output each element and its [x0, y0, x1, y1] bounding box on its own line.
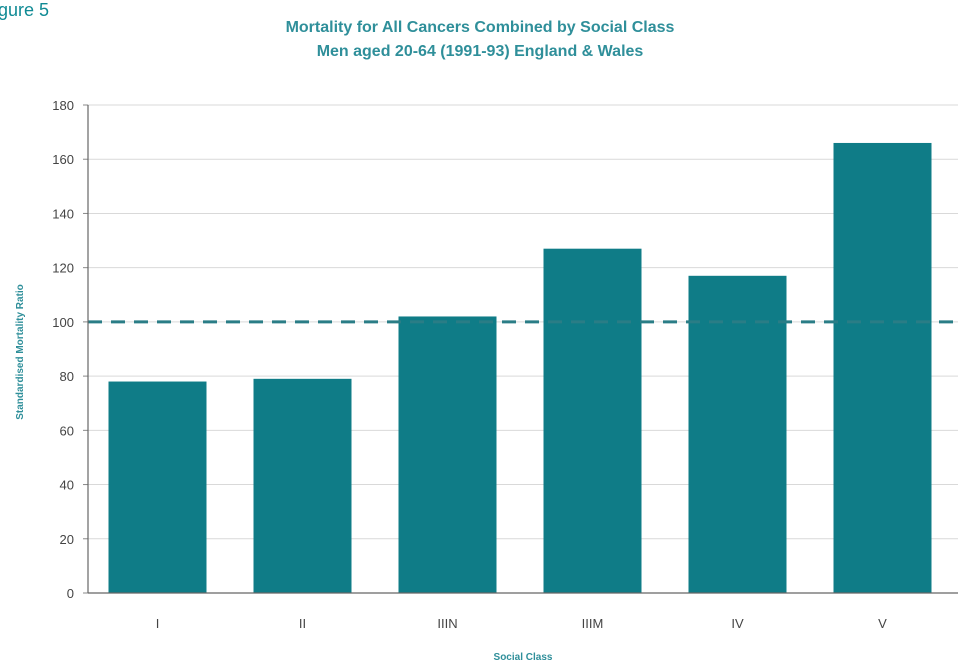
x-tick-label: II	[299, 616, 306, 631]
y-tick-label: 140	[52, 206, 74, 221]
x-tick-label: IIIN	[437, 616, 457, 631]
bar	[398, 316, 497, 593]
chart-title: Mortality for All Cancers Combined by So…	[285, 19, 675, 36]
y-tick-label: 180	[52, 98, 74, 113]
y-tick-labels: 0 20 40 60 80 100 120 140 160 180	[52, 98, 74, 601]
y-tick-label: 80	[60, 369, 74, 384]
axes	[87, 105, 958, 594]
y-axis-title: Standardised Mortality Ratio	[15, 284, 26, 420]
y-tick-label: 20	[60, 532, 74, 547]
bar	[833, 142, 932, 593]
y-tick-label: 160	[52, 152, 74, 167]
x-axis-title: Social Class	[494, 652, 553, 663]
y-tick-label: 100	[52, 315, 74, 330]
x-tick-label: IV	[731, 616, 744, 631]
x-tick-labels: I II IIIN IIIM IV V	[156, 616, 887, 631]
y-tick-label: 120	[52, 261, 74, 276]
bar	[543, 248, 642, 593]
bars	[108, 142, 932, 593]
gridlines	[83, 104, 958, 594]
y-tick-label: 0	[67, 586, 74, 601]
figure-label: igure 5	[0, 0, 50, 20]
chart-titles: Mortality for All Cancers Combined by So…	[120, 16, 840, 64]
bar	[253, 378, 352, 593]
chart-subtitle: Men aged 20-64 (1991-93) England & Wales	[316, 43, 644, 60]
y-tick-label: 40	[60, 478, 74, 493]
x-tick-label: I	[156, 616, 160, 631]
bar	[108, 381, 207, 593]
y-tick-label: 60	[60, 423, 74, 438]
x-tick-label: V	[878, 616, 887, 631]
x-tick-label: IIIM	[582, 616, 604, 631]
bar	[688, 275, 787, 593]
